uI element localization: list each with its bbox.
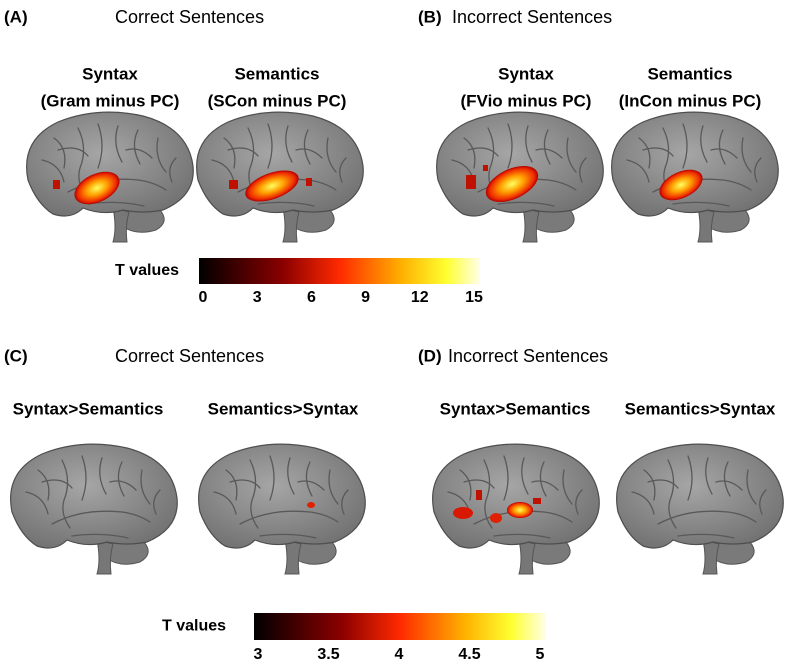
contrast-detail: (FVio minus PC) xyxy=(461,91,592,110)
colorbar-tick-label: 12 xyxy=(411,289,429,306)
contrast-name: Syntax xyxy=(498,64,554,83)
colorbar-tick-label: 4 xyxy=(395,646,404,663)
colorbar-tick-label: 9 xyxy=(361,289,370,306)
panel-label: (A) xyxy=(4,7,28,26)
colorbar-tick-label: 3.5 xyxy=(317,646,339,663)
contrast-name: Semantics xyxy=(647,64,732,83)
panel-label: (B) xyxy=(418,7,442,26)
colorbar-tick-label: 3 xyxy=(253,289,262,306)
colorbar-tick-label: 0 xyxy=(199,289,208,306)
contrast-detail: (InCon minus PC) xyxy=(619,91,762,110)
colorbar xyxy=(254,613,546,640)
colorbar-tick-label: 6 xyxy=(307,289,316,306)
panel-title: Correct Sentences xyxy=(115,346,264,366)
brain xyxy=(615,443,784,575)
colorbar-tick-label: 3 xyxy=(254,646,263,663)
contrast-detail: (SCon minus PC) xyxy=(208,91,347,110)
panel-title: Correct Sentences xyxy=(115,7,264,27)
contrast-name: Semantics xyxy=(234,64,319,83)
contrast-name: Syntax>Semantics xyxy=(13,399,164,418)
colorbar-label: T values xyxy=(115,262,179,279)
colorbar-tick-label: 5 xyxy=(536,646,545,663)
activation xyxy=(307,490,541,523)
brain xyxy=(9,443,178,575)
colorbar-label: T values xyxy=(162,618,226,635)
contrast-name: Semantics>Syntax xyxy=(208,399,359,418)
colorbar xyxy=(199,258,480,284)
activation xyxy=(53,165,703,205)
brain xyxy=(197,443,366,575)
contrast-detail: (Gram minus PC) xyxy=(41,91,180,110)
contrast-name: Syntax>Semantics xyxy=(440,399,591,418)
contrast-name: Syntax xyxy=(82,64,138,83)
panel-label: (D) xyxy=(418,346,442,365)
contrast-name: Semantics>Syntax xyxy=(625,399,776,418)
colorbar-tick-label: 4.5 xyxy=(458,646,480,663)
colorbar-tick-label: 15 xyxy=(465,289,483,306)
panel-label: (C) xyxy=(4,346,28,365)
panel-title: Incorrect Sentences xyxy=(448,346,608,366)
panel-title: Incorrect Sentences xyxy=(452,7,612,27)
